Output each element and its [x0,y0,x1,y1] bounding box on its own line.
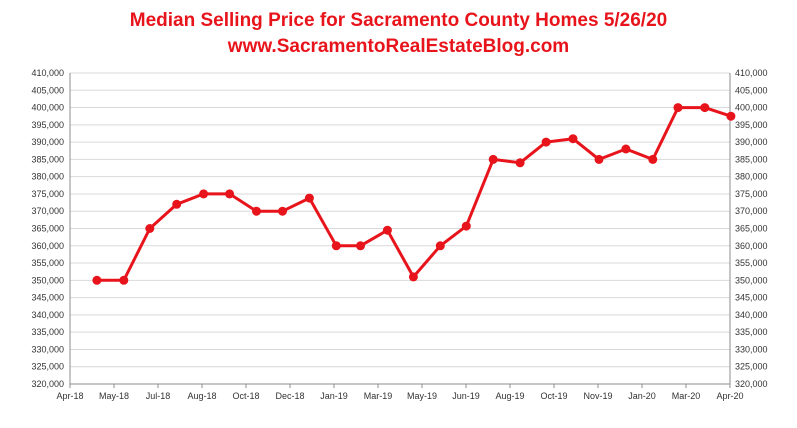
data-point [568,134,578,144]
data-point [382,225,392,235]
data-point [435,241,445,251]
y-tick-label-left: 320,000 [31,379,64,389]
x-tick-label: Apr-20 [716,391,743,401]
data-point [225,189,235,199]
y-tick-label-left: 365,000 [31,224,64,234]
data-point [252,206,261,216]
data-point [673,103,683,113]
y-tick-label-right: 390,000 [735,137,768,147]
y-tick-label-right: 335,000 [735,327,768,337]
y-tick-label-left: 395,000 [31,120,64,130]
data-point [304,193,314,203]
data-point [145,224,155,233]
y-tick-label-left: 350,000 [31,275,64,285]
y-tick-label-right: 380,000 [735,172,768,182]
y-tick-label-right: 370,000 [735,206,768,216]
data-point [594,154,604,164]
y-tick-label-left: 405,000 [31,85,64,95]
y-tick-label-right: 395,000 [735,120,768,130]
data-point [648,154,658,164]
data-point [278,206,287,216]
x-tick-label: Oct-19 [540,391,567,401]
y-tick-label-right: 385,000 [735,154,768,164]
data-point [726,111,736,121]
data-point [461,221,471,231]
data-point [488,154,498,164]
y-tick-label-left: 335,000 [31,327,64,337]
x-tick-label: Jul-18 [146,391,171,401]
x-tick-label: Apr-18 [56,391,83,401]
x-tick-label: May-18 [99,391,129,401]
data-point [172,199,182,209]
y-tick-label-left: 385,000 [31,154,64,164]
y-tick-label-right: 330,000 [735,344,768,354]
y-tick-label-right: 360,000 [735,241,768,251]
y-tick-label-right: 400,000 [735,103,768,113]
x-tick-label: Dec-18 [275,391,304,401]
y-tick-label-left: 380,000 [31,172,64,182]
x-tick-label: Jun-19 [452,391,480,401]
y-tick-label-left: 330,000 [31,344,64,354]
data-point [92,275,102,285]
y-tick-label-left: 325,000 [31,362,64,372]
y-tick-label-left: 400,000 [31,103,64,113]
y-tick-label-right: 350,000 [735,275,768,285]
data-point [408,272,418,282]
y-tick-label-right: 355,000 [735,258,768,268]
y-tick-label-right: 325,000 [735,362,768,372]
y-tick-label-right: 365,000 [735,224,768,234]
x-tick-label: Nov-19 [583,391,612,401]
y-tick-label-left: 410,000 [31,68,64,78]
data-point [541,137,551,147]
y-tick-label-right: 340,000 [735,310,768,320]
chart-title: Median Selling Price for Sacramento Coun… [129,10,668,31]
y-tick-label-right: 410,000 [735,68,768,78]
y-tick-label-right: 320,000 [735,379,768,389]
y-tick-label-left: 375,000 [31,189,64,199]
data-point [621,144,631,154]
x-tick-label: Aug-18 [187,391,216,401]
x-tick-label: Mar-19 [364,391,393,401]
x-tick-label: Mar-20 [672,391,701,401]
data-point [199,189,209,199]
data-point [331,241,341,251]
y-tick-label-left: 360,000 [31,241,64,251]
chart-subtitle: www.SacramentoRealEstateBlog.com [227,36,570,57]
data-point [356,241,365,251]
y-tick-label-right: 375,000 [735,189,768,199]
data-point [515,158,525,168]
data-point [119,275,129,285]
x-tick-label: Oct-18 [232,391,259,401]
y-tick-label-right: 345,000 [735,293,768,303]
y-tick-label-right: 405,000 [735,85,768,95]
y-tick-label-left: 390,000 [31,137,64,147]
y-tick-label-left: 340,000 [31,310,64,320]
chart-title-block: Median Selling Price for Sacramento Coun… [0,8,797,60]
x-tick-label: Aug-19 [495,391,524,401]
x-tick-label: Jan-19 [320,391,348,401]
y-tick-label-left: 355,000 [31,258,64,268]
x-tick-label: Jan-20 [628,391,656,401]
y-tick-label-left: 345,000 [31,293,64,303]
data-point [700,103,710,113]
y-tick-label-left: 370,000 [31,206,64,216]
x-tick-label: May-19 [407,391,437,401]
